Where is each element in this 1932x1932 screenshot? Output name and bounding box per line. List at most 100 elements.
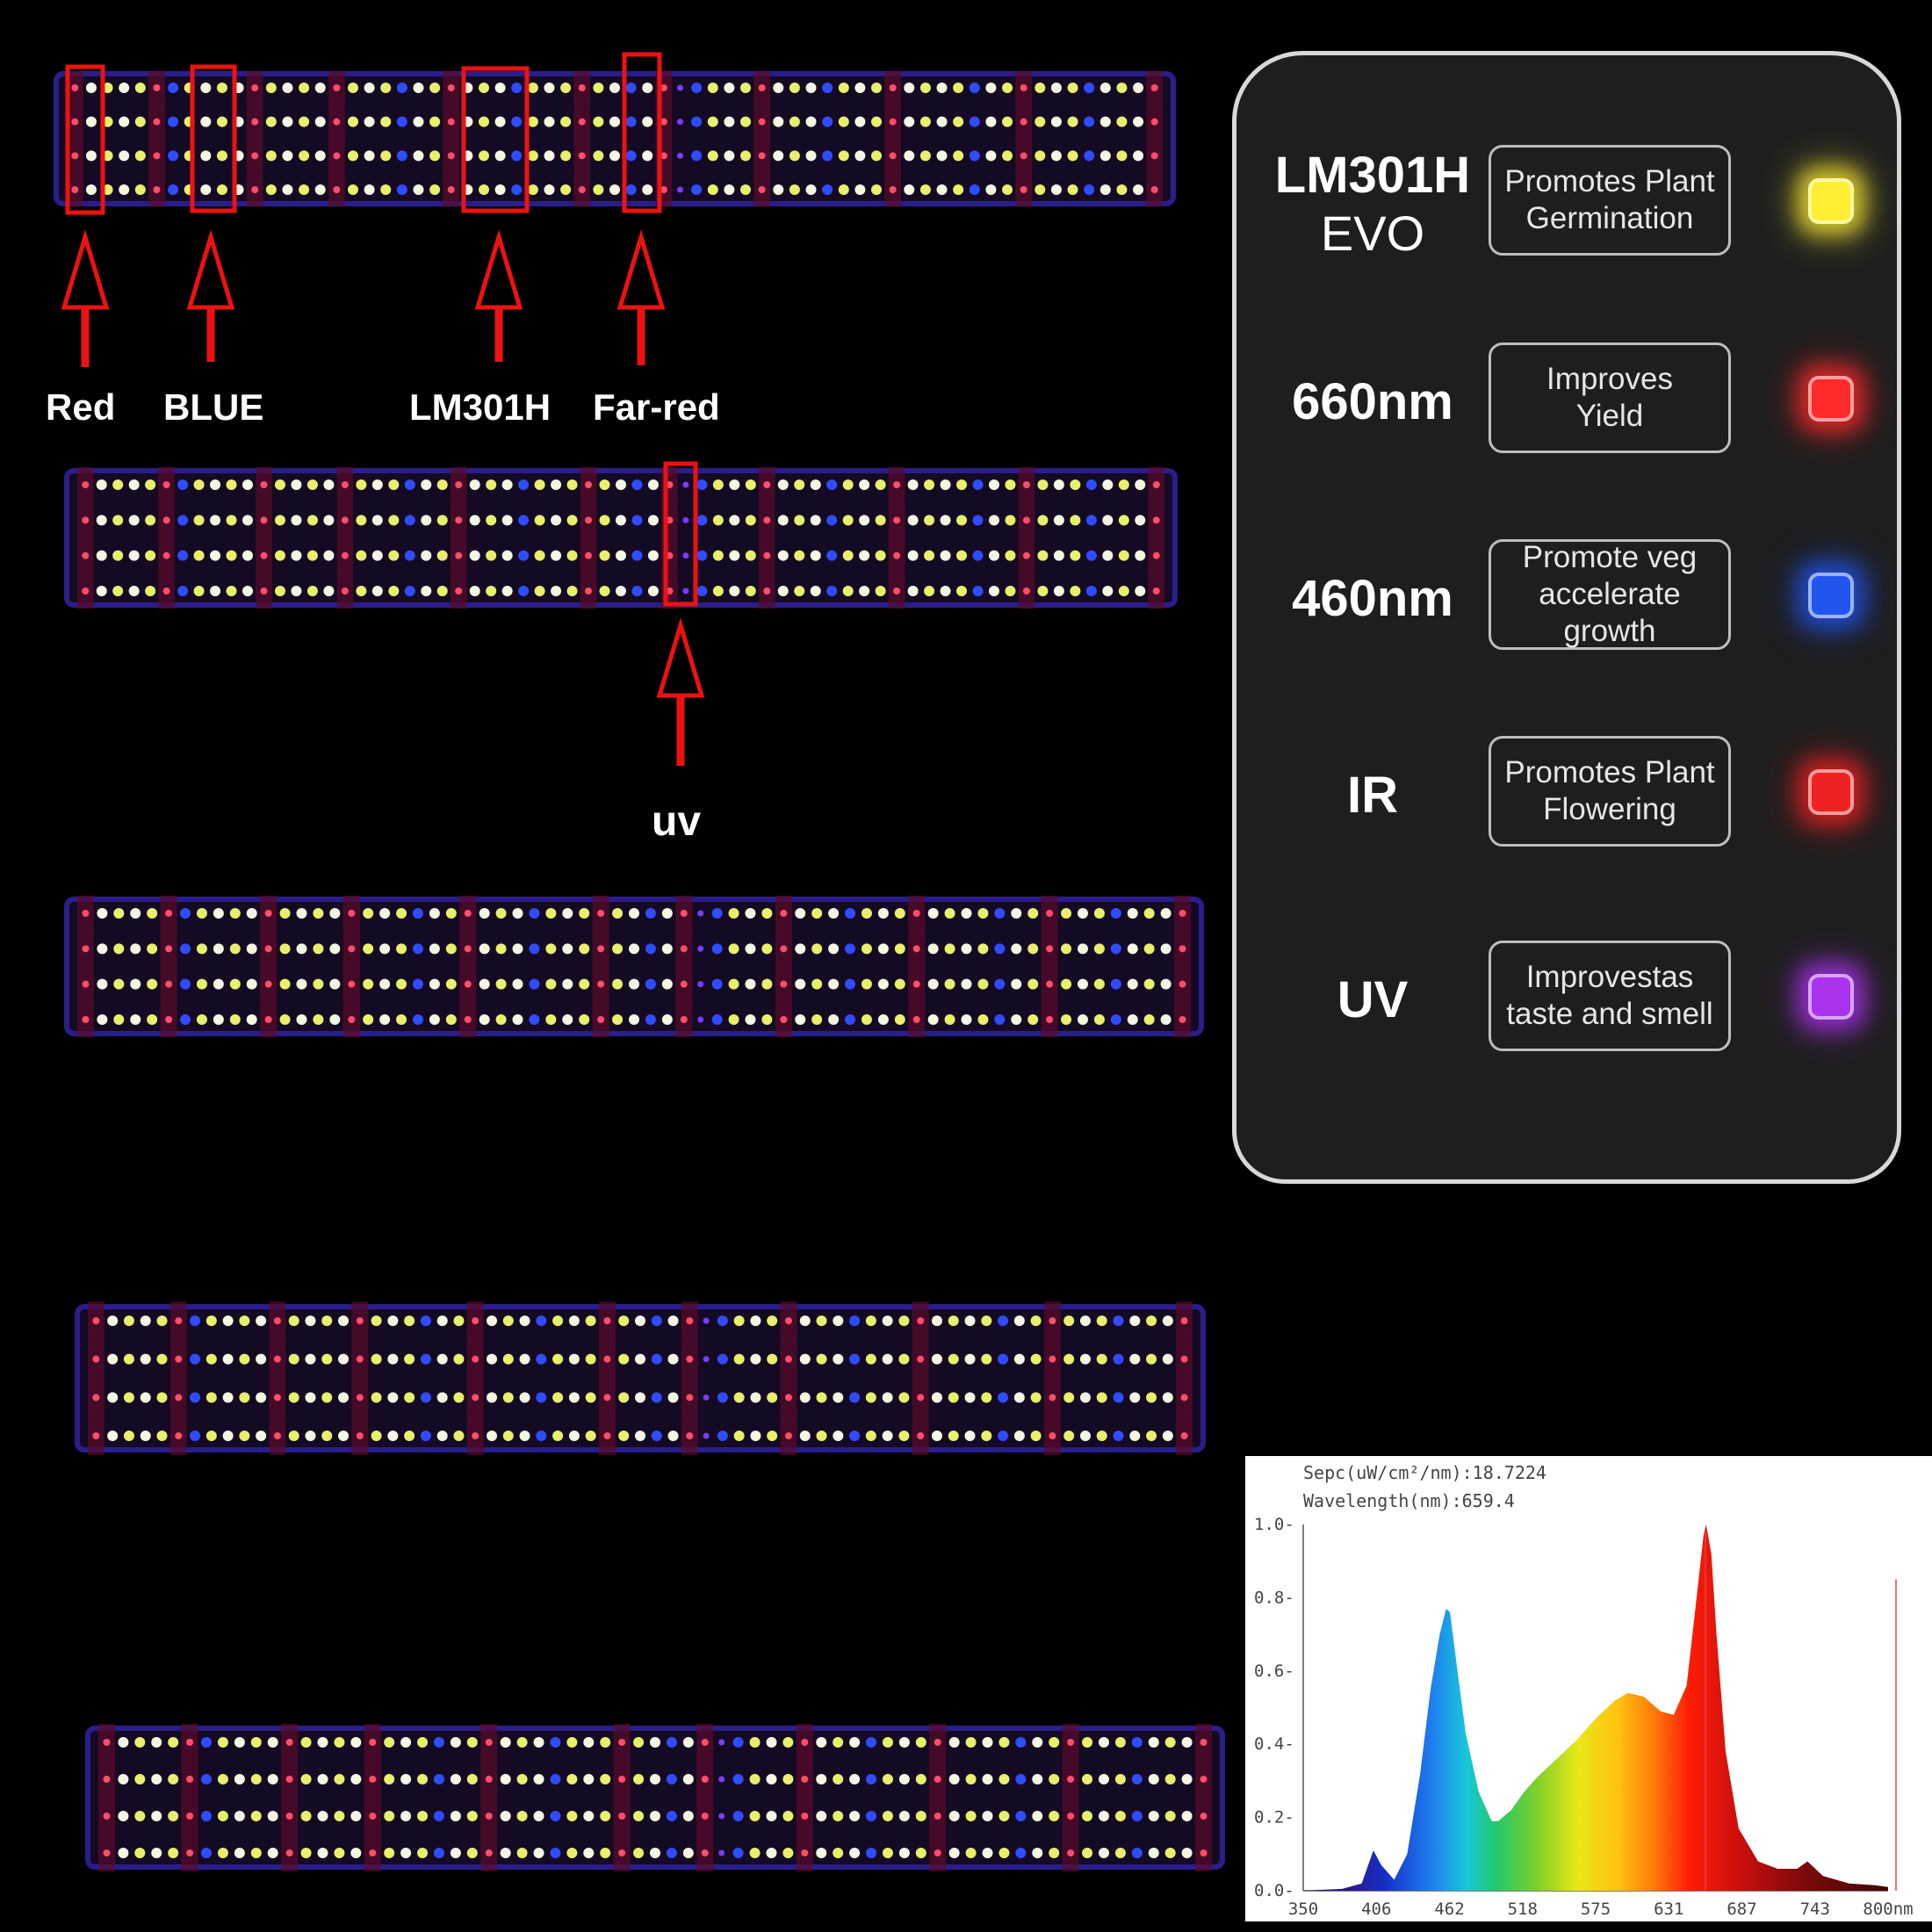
white-led [323,550,335,561]
yellow-led [112,479,124,490]
white-led [450,1737,461,1748]
red-led [597,980,605,988]
red-led [472,1317,479,1324]
yellow-led [1118,550,1129,561]
yellow-led [871,150,883,162]
blue-led [1110,943,1121,955]
yellow-led [1116,150,1128,162]
yellow-led [1061,1014,1072,1025]
yellow-led [313,908,324,919]
white-led [1011,978,1022,990]
uv-arrow-icon [656,617,705,698]
yellow-led [585,1353,596,1365]
white-led [849,1848,861,1858]
white-led [642,116,653,127]
yellow-led [1114,1811,1126,1821]
white-led [487,1431,498,1441]
yellow-led [728,1014,739,1025]
yellow-led [789,150,800,162]
spectrum-header: Sepc(uW/cm²/nm):18.7224 Wavelength(nm):6… [1303,1462,1546,1511]
yellow-led [749,1848,761,1858]
white-led [421,515,432,526]
blue-led [822,83,833,93]
white-led [1102,479,1114,490]
yellow-led [334,1848,345,1858]
yellow-led [196,943,207,955]
yellow-led [915,1811,926,1821]
white-led [773,83,784,93]
white-led [314,150,326,162]
yellow-led [579,1014,590,1025]
yellow-led [1093,978,1105,990]
yellow-led [216,184,227,195]
red-led [333,118,341,126]
red-led [1150,118,1158,126]
white-led [338,1392,350,1403]
yellow-led [1027,908,1039,919]
led-bar-2 [63,465,1179,610]
white-led [436,1431,448,1441]
white-led [661,1014,673,1025]
white-led [256,1316,267,1326]
red-led [917,1394,925,1402]
white-led [777,479,789,490]
yellow-led [216,150,227,162]
legend-name: IR [1347,767,1398,824]
yellow-led [356,479,367,490]
red-led [333,152,341,160]
red-led [162,551,170,559]
white-led [1013,1431,1025,1441]
white-led [1099,184,1111,195]
yellow-led [838,116,849,127]
white-led [329,908,341,919]
yellow-led [745,586,756,596]
uv-led [703,1394,710,1401]
red-led [175,1394,183,1402]
blue-led [1084,116,1095,127]
white-led [413,83,424,93]
white-led [961,908,972,919]
yellow-led [593,116,604,127]
yellow-led [112,515,124,526]
white-led [140,1392,151,1403]
white-led [828,908,840,919]
white-led [1013,1316,1025,1326]
led-bar-body [75,1304,1206,1453]
yellow-led [274,479,285,490]
blue-led [732,1737,744,1748]
white-led [282,184,293,195]
white-led [282,150,293,162]
white-led [222,1353,234,1365]
blue-led [412,943,423,955]
yellow-led [794,479,805,490]
white-led [629,908,639,919]
uv-led [697,981,704,988]
yellow-led [1061,943,1072,955]
red-led [1020,84,1027,91]
yellow-led [1002,83,1013,93]
yellow-led [875,550,886,561]
red-led [341,516,349,524]
white-led [213,978,224,990]
yellow-led [789,184,800,195]
yellow-led [384,1774,395,1784]
blue-led [550,1774,561,1784]
red-led [71,186,79,193]
blue-led [645,908,656,919]
white-led [130,908,141,919]
blue-led [168,116,179,127]
red-led [82,980,90,988]
yellow-led [977,1014,989,1025]
red-led [801,1849,809,1856]
white-led [982,1774,993,1784]
yellow-led [566,479,578,490]
blue-led [625,184,637,195]
y-tick-label: 1.0- [1254,1515,1294,1534]
yellow-led [633,1774,645,1784]
white-led [234,1811,245,1821]
yellow-led [217,1811,228,1821]
yellow-led [347,150,358,162]
white-led [816,1811,827,1821]
yellow-led [948,1431,959,1441]
yellow-led [882,1774,893,1784]
